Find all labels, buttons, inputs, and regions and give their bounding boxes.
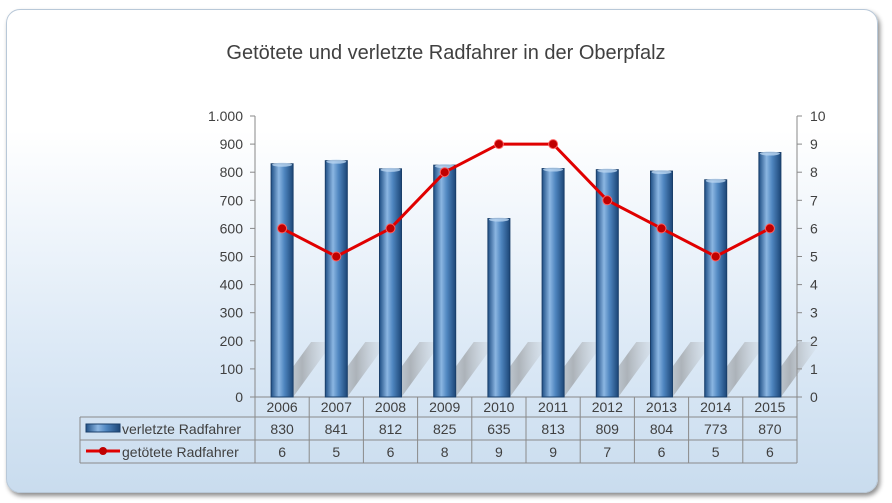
y-left-tick-label: 200 (220, 333, 244, 349)
line-point-2013 (656, 223, 667, 234)
line-point-2012 (602, 195, 613, 206)
bar-2009 (433, 164, 457, 398)
legend-line-label: getötete Radfahrer (122, 444, 239, 460)
table-year: 2015 (754, 399, 785, 415)
y-left-tick-label: 600 (220, 220, 244, 236)
y-left-tick-label: 1.000 (208, 108, 243, 124)
table-line-value: 9 (549, 444, 557, 460)
table-line-value: 6 (278, 444, 286, 460)
bar-2007 (324, 160, 348, 398)
table-year: 2008 (375, 399, 406, 415)
bar-top (488, 217, 509, 222)
y-right-tick-label: 5 (810, 249, 818, 265)
table-line-value: 6 (387, 444, 395, 460)
y-left-tick-label: 100 (220, 361, 244, 377)
y-left-tick-label: 400 (220, 277, 244, 293)
table-bar-value: 809 (596, 421, 620, 437)
bar-2011 (541, 168, 565, 398)
bar-top (759, 151, 780, 156)
table-line-value: 7 (603, 444, 611, 460)
bar-2015 (758, 152, 782, 398)
chart-title: Getötete und verletzte Radfahrer in der … (226, 42, 666, 64)
y-left-tick-label: 800 (220, 164, 244, 180)
y-right-tick-label: 6 (810, 220, 818, 236)
legend-line-marker (99, 447, 107, 455)
line-point-2014 (710, 251, 721, 262)
y-right-tick-label: 8 (810, 164, 818, 180)
table-line-value: 5 (332, 444, 340, 460)
table-year: 2014 (700, 399, 731, 415)
table-year: 2011 (538, 399, 568, 415)
table-line-value: 9 (495, 444, 503, 460)
table-line-value: 8 (441, 444, 449, 460)
table-bar-value: 804 (650, 421, 674, 437)
y-right-tick-label: 2 (810, 333, 818, 349)
table-year: 2010 (483, 399, 514, 415)
table-year: 2006 (267, 399, 298, 415)
table-bar-value: 841 (325, 421, 349, 437)
y-right-tick-label: 10 (810, 108, 826, 124)
table-bar-value: 773 (704, 421, 728, 437)
bar-top (272, 162, 293, 167)
y-left-tick-label: 900 (220, 136, 244, 152)
y-right-tick-label: 0 (810, 389, 818, 405)
bar-top (705, 178, 726, 183)
table-bar-value: 813 (541, 421, 565, 437)
bar-top (326, 159, 347, 164)
y-right-tick-label: 3 (810, 305, 818, 321)
line-point-2011 (548, 139, 559, 150)
table-bar-value: 870 (758, 421, 782, 437)
table-bar-value: 830 (270, 421, 294, 437)
bar-top (543, 167, 564, 172)
line-point-2010 (493, 139, 504, 150)
line-point-2008 (385, 223, 396, 234)
line-point-2015 (764, 223, 775, 234)
table-bar-value: 635 (487, 421, 511, 437)
bar-top (434, 164, 455, 169)
y-left-tick-label: 0 (235, 389, 243, 405)
line-point-2007 (331, 251, 342, 262)
table-year: 2009 (429, 399, 460, 415)
bar-top (597, 168, 618, 173)
y-left-tick-label: 500 (220, 249, 244, 265)
bar-2008 (379, 168, 402, 398)
table-year: 2007 (321, 399, 352, 415)
y-left-tick-label: 700 (220, 192, 244, 208)
y-left-tick-label: 300 (220, 305, 244, 321)
bar-2014 (704, 179, 728, 398)
y-right-tick-label: 9 (810, 136, 818, 152)
line-point-2009 (439, 167, 450, 178)
y-right-tick-label: 4 (810, 277, 818, 293)
table-line-value: 6 (766, 444, 774, 460)
y-right-tick-label: 1 (810, 361, 818, 377)
bar-top (651, 170, 672, 175)
legend-bar-label: verletzte Radfahrer (122, 421, 241, 437)
table-bar-value: 825 (433, 421, 457, 437)
bar-2013 (650, 170, 673, 398)
table-year: 2012 (592, 399, 623, 415)
table-line-value: 5 (712, 444, 720, 460)
bar-top (380, 167, 401, 172)
table-year: 2013 (646, 399, 677, 415)
y-right-tick-label: 7 (810, 192, 818, 208)
table-bar-value: 812 (379, 421, 403, 437)
table-line-value: 6 (658, 444, 666, 460)
legend-bar-icon (85, 423, 121, 433)
line-series (281, 142, 771, 259)
bar-2006 (270, 163, 294, 398)
line-point-2006 (277, 223, 288, 234)
bar-2010 (487, 218, 511, 398)
